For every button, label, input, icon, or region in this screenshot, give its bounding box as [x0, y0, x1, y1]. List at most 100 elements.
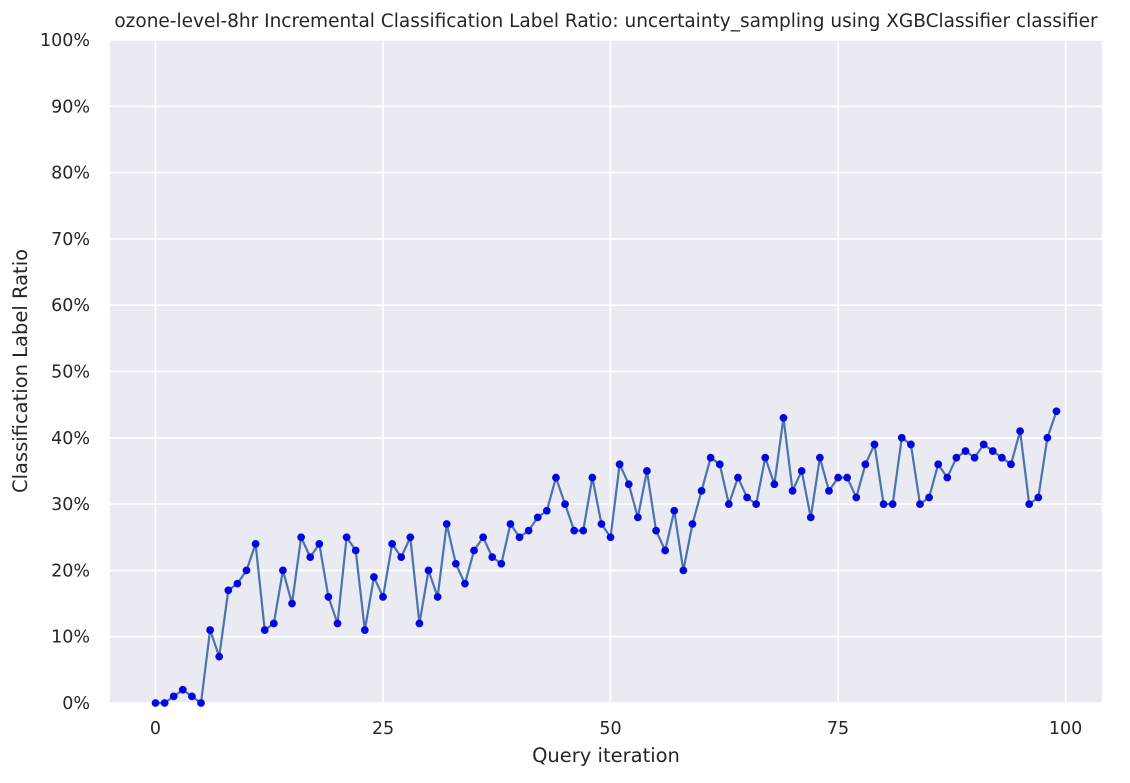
- data-point: [260, 626, 269, 634]
- data-point: [579, 526, 588, 535]
- data-point: [633, 513, 642, 522]
- data-point: [470, 546, 478, 555]
- data-point: [734, 473, 742, 482]
- data-point: [706, 453, 715, 462]
- data-point: [324, 593, 333, 601]
- data-point: [1034, 493, 1043, 502]
- data-point: [515, 533, 524, 542]
- data-point: [643, 467, 651, 475]
- data-point: [488, 553, 497, 562]
- tick-labels: 0 25 50 75 100 0% 10% 20% 30% 40% 50% 60% 70% 80% 90% 1…: [40, 31, 1082, 739]
- data-point: [670, 506, 679, 515]
- data-point: [879, 500, 888, 508]
- data-point: [852, 493, 861, 502]
- data-point: [597, 520, 606, 528]
- data-point: [970, 453, 979, 462]
- data-point: [433, 593, 442, 601]
- y-tick-label: 90%: [51, 97, 90, 117]
- data-point: [588, 473, 597, 482]
- data-point: [952, 453, 961, 462]
- x-tick-label: 100: [1049, 719, 1082, 739]
- data-point: [843, 473, 852, 482]
- data-point: [834, 473, 842, 482]
- data-point: [615, 460, 624, 469]
- data-point: [197, 699, 205, 707]
- data-point: [988, 447, 997, 455]
- data-point: [169, 692, 178, 701]
- data-point: [961, 447, 970, 455]
- data-point: [561, 500, 569, 508]
- data-point: [379, 593, 387, 601]
- data-point: [825, 486, 833, 495]
- data-point: [497, 559, 506, 568]
- data-point: [943, 473, 952, 482]
- data-point: [552, 473, 560, 482]
- data-point: [315, 539, 324, 548]
- data-point: [906, 440, 915, 449]
- series-line: [154, 410, 1058, 705]
- y-tick-label: 40%: [51, 429, 90, 449]
- data-point: [1025, 500, 1034, 508]
- data-point: [279, 566, 287, 575]
- x-tick-label: 25: [372, 719, 394, 739]
- y-tick-label: 100%: [40, 31, 90, 51]
- data-point: [624, 480, 633, 489]
- x-tick-label: 50: [599, 719, 621, 739]
- data-point: [251, 539, 260, 548]
- data-point: [743, 493, 751, 502]
- data-point: [215, 652, 224, 661]
- data-point: [242, 566, 251, 575]
- chart-title: ozone-level-8hr Incremental Classificati…: [114, 11, 1098, 32]
- data-point: [724, 500, 733, 508]
- data-point: [688, 520, 697, 528]
- data-point: [806, 513, 815, 522]
- data-point: [815, 453, 824, 462]
- grid-lines: [110, 39, 1102, 704]
- y-tick-label: 0%: [62, 694, 90, 714]
- data-point: [178, 685, 187, 694]
- data-point: [570, 526, 579, 535]
- data-point: [333, 619, 342, 628]
- data-point: [715, 460, 724, 469]
- data-point: [888, 500, 897, 508]
- y-tick-label: 50%: [51, 363, 90, 383]
- data-point: [1052, 407, 1061, 416]
- data-point: [788, 486, 797, 495]
- data-point: [1016, 427, 1024, 436]
- data-point: [297, 533, 306, 542]
- data-point: [233, 579, 242, 588]
- y-axis-label: Classification Label Ratio: [9, 249, 32, 493]
- data-point: [1043, 433, 1052, 442]
- y-tick-label: 80%: [51, 164, 90, 184]
- data-point: [533, 513, 542, 522]
- data-point: [752, 500, 761, 508]
- data-point: [770, 480, 779, 489]
- data-point: [397, 553, 406, 562]
- data-point: [306, 553, 315, 562]
- data-point: [934, 460, 943, 469]
- data-point: [979, 440, 988, 449]
- y-tick-label: 30%: [51, 495, 90, 515]
- data-point: [188, 692, 196, 701]
- data-point: [424, 566, 433, 575]
- data-point: [224, 586, 233, 595]
- data-point: [342, 533, 351, 542]
- data-point: [606, 533, 615, 542]
- data-point: [206, 626, 215, 634]
- data-point: [797, 467, 806, 475]
- data-point: [415, 619, 424, 628]
- y-tick-label: 60%: [51, 296, 90, 316]
- data-point: [370, 573, 378, 581]
- data-point: [160, 699, 169, 707]
- data-point: [542, 506, 551, 515]
- data-point: [461, 579, 469, 588]
- data-point: [360, 626, 369, 634]
- data-point: [506, 520, 515, 528]
- data-point: [925, 493, 933, 502]
- data-point: [406, 533, 415, 542]
- y-tick-label: 20%: [51, 561, 90, 581]
- data-point: [652, 526, 660, 535]
- y-tick-label: 10%: [51, 628, 90, 648]
